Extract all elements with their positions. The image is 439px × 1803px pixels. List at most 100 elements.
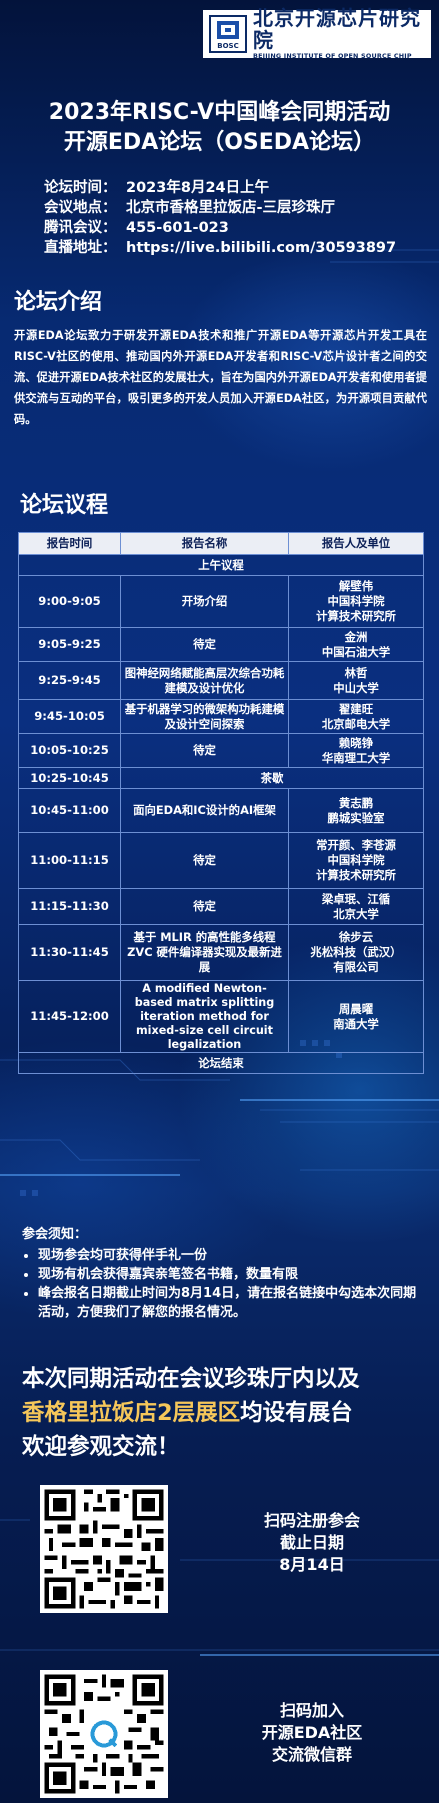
row-time: 9:45-10:05	[18, 699, 121, 734]
row-time: 11:15-11:30	[18, 888, 121, 925]
row-topic: A modified Newton-based matrix splitting…	[120, 980, 289, 1053]
speaker-name: 解壁伟	[338, 579, 374, 593]
forum-end-label: 论坛结束	[18, 1052, 424, 1074]
table-row: 11:45-12:00 A modified Newton-based matr…	[18, 980, 424, 1053]
promo-line2: 香格里拉饭店2层展区均设有展台	[22, 1396, 422, 1430]
logo-cn-name: 北京开源芯片研究院	[253, 6, 421, 52]
attendance-notice: 参会须知： 现场参会均可获得伴手礼一份 现场有机会获得嘉宾亲笔签名书籍，数量有限…	[22, 1225, 422, 1322]
row-speaker: 徐步云 兆松科技（武汉） 有限公司	[288, 924, 424, 981]
speaker-name: 梁卓珉、江循	[321, 891, 391, 906]
row-time: 10:45-11:00	[18, 788, 121, 833]
info-livestream: 直播地址： https://live.bilibili.com/30593897	[44, 238, 396, 258]
row-speaker: 赖晓铮 华南理工大学	[288, 733, 424, 768]
promo-line1: 本次同期活动在会议珍珠厅内以及	[22, 1366, 360, 1392]
row-topic: 待定	[120, 888, 289, 925]
speaker-org: 鹏城实验室	[327, 810, 385, 825]
list-item: 现场参会均可获得伴手礼一份	[38, 1246, 422, 1265]
caption-line: 交流微信群	[271, 1745, 352, 1764]
caption-line: 扫码加入	[279, 1701, 344, 1720]
header-time: 报告时间	[18, 532, 121, 555]
tea-break-row: 10:25-10:45 茶歇	[18, 767, 424, 789]
speaker-org: 中山大学	[333, 680, 379, 695]
info-time: 论坛时间： 2023年8月24日上午	[44, 178, 396, 198]
wechat-group-caption: 扫码加入 开源EDA社区 交流微信群	[222, 1700, 402, 1766]
speaker-org: 南通大学	[333, 1016, 379, 1031]
info-label: 会议地点：	[44, 200, 117, 216]
row-topic: 开场介绍	[120, 575, 289, 628]
info-label: 论坛时间：	[44, 180, 117, 196]
table-row: 9:25-9:45 图神经网络赋能高层次综合功耗建模及设计优化 林哲 中山大学	[18, 661, 424, 700]
intro-text: 开源EDA论坛致力于研发开源EDA技术和推广开源EDA等开源芯片开发工具在RIS…	[14, 329, 427, 426]
row-time: 11:00-11:15	[18, 832, 121, 889]
caption-line: 扫码注册参会	[263, 1511, 360, 1530]
table-row: 9:05-9:25 待定 金洲 中国石油大学	[18, 627, 424, 662]
qr-code-icon	[40, 1485, 168, 1613]
speaker-name: 翟建旺	[338, 701, 374, 716]
logo-text: 北京开源芯片研究院 BEIJING INSTITUTE OF OPEN SOUR…	[253, 7, 425, 61]
speaker-name: 徐步云	[338, 930, 374, 944]
row-speaker: 黄志鹏 鹏城实验室	[288, 788, 424, 833]
info-value: 北京市香格里拉饭店-三层珍珠厅	[126, 200, 336, 216]
row-time: 10:25-10:45	[18, 767, 121, 789]
morning-session-row: 上午议程	[18, 554, 424, 576]
livestream-link[interactable]: https://live.bilibili.com/30593897	[126, 240, 397, 256]
registration-caption: 扫码注册参会 截止日期 8月14日	[222, 1510, 402, 1576]
header-topic: 报告名称	[120, 532, 289, 555]
header-speaker: 报告人及单位	[288, 532, 424, 555]
row-topic: 待定	[120, 832, 289, 889]
wechat-group-qr-code[interactable]	[40, 1670, 168, 1798]
table-row: 11:00-11:15 待定 常开颜、李苍源 中国科学院 计算技术研究所	[18, 832, 424, 889]
table-row: 10:05-10:25 待定 赖晓铮 华南理工大学	[18, 733, 424, 768]
agenda-table: 报告时间 报告名称 报告人及单位 上午议程 9:00-9:05 开场介绍 解壁伟…	[18, 532, 424, 1074]
row-topic: 图神经网络赋能高层次综合功耗建模及设计优化	[120, 661, 289, 700]
row-speaker: 常开颜、李苍源 中国科学院 计算技术研究所	[288, 832, 424, 889]
row-topic: 面向EDA和IC设计的AI框架	[120, 788, 289, 833]
intro-heading: 论坛介绍	[14, 290, 103, 315]
promo-line3: 欢迎参观交流！	[22, 1434, 180, 1460]
promo-highlight: 香格里拉饭店2层展区	[22, 1400, 241, 1426]
row-topic: 基于 MLIR 的高性能多线程 ZVC 硬件编译器实现及最新进展	[120, 924, 289, 981]
speaker-org: 有限公司	[333, 960, 379, 974]
agenda-header-row: 报告时间 报告名称 报告人及单位	[18, 532, 424, 555]
row-speaker: 金洲 中国石油大学	[288, 627, 424, 662]
notice-title: 参会须知：	[22, 1227, 88, 1242]
row-topic: 待定	[120, 733, 289, 768]
speaker-org: 计算技术研究所	[316, 868, 396, 882]
row-time: 10:05-10:25	[18, 733, 121, 768]
info-value: 2023年8月24日上午	[126, 180, 270, 196]
table-row: 11:15-11:30 待定 梁卓珉、江循 北京大学	[18, 888, 424, 925]
table-row: 9:00-9:05 开场介绍 解壁伟 中国科学院 计算技术研究所	[18, 575, 424, 628]
row-topic: 基于机器学习的微架构功耗建模及设计空间探索	[120, 699, 289, 734]
bosc-logo-icon: BOSC	[209, 15, 247, 53]
morning-session-label: 上午议程	[18, 554, 424, 576]
row-time: 11:45-12:00	[18, 980, 121, 1053]
speaker-name: 周晨曜	[338, 1001, 374, 1016]
row-time: 9:00-9:05	[18, 575, 121, 628]
caption-line: 截止日期	[279, 1533, 344, 1552]
speaker-org: 北京邮电大学	[321, 716, 391, 731]
bosc-logo: BOSC 北京开源芯片研究院 BEIJING INSTITUTE OF OPEN…	[203, 7, 431, 61]
event-info: 论坛时间： 2023年8月24日上午 会议地点： 北京市香格里拉饭店-三层珍珠厅 腾…	[44, 178, 396, 258]
speaker-name: 林哲	[344, 665, 368, 680]
registration-qr-code[interactable]	[40, 1485, 168, 1613]
caption-line: 8月14日	[279, 1555, 345, 1574]
speaker-name: 常开颜、李苍源	[316, 838, 396, 852]
table-row: 10:45-11:00 面向EDA和IC设计的AI框架 黄志鹏 鹏城实验室	[18, 788, 424, 833]
speaker-org: 计算技术研究所	[316, 609, 396, 623]
tea-break-label: 茶歇	[120, 767, 424, 789]
info-label: 腾讯会议：	[44, 220, 117, 236]
speaker-org: 华南理工大学	[321, 750, 391, 765]
info-venue: 会议地点： 北京市香格里拉饭店-三层珍珠厅	[44, 198, 396, 218]
table-row: 9:45-10:05 基于机器学习的微架构功耗建模及设计空间探索 翟建旺 北京邮电…	[18, 699, 424, 734]
logo-en-name: BEIJING INSTITUTE OF OPEN SOURCE CHIP	[253, 52, 412, 60]
row-time: 11:30-11:45	[18, 924, 121, 981]
row-speaker: 周晨曜 南通大学	[288, 980, 424, 1053]
list-item: 峰会报名日期截止时间为8月14日，请在报名链接中勾选本次同期活动，方便我们了解您…	[38, 1284, 422, 1322]
speaker-org: 兆松科技（武汉）	[310, 945, 402, 959]
list-item: 现场有机会获得嘉宾亲笔签名书籍，数量有限	[38, 1265, 422, 1284]
forum-end-row: 论坛结束	[18, 1052, 424, 1074]
event-title-line2: 开源EDA论坛（OSEDA论坛）	[63, 130, 376, 155]
table-row: 11:30-11:45 基于 MLIR 的高性能多线程 ZVC 硬件编译器实现及…	[18, 924, 424, 981]
promo-line2-rest: 均设有展台	[240, 1400, 353, 1426]
